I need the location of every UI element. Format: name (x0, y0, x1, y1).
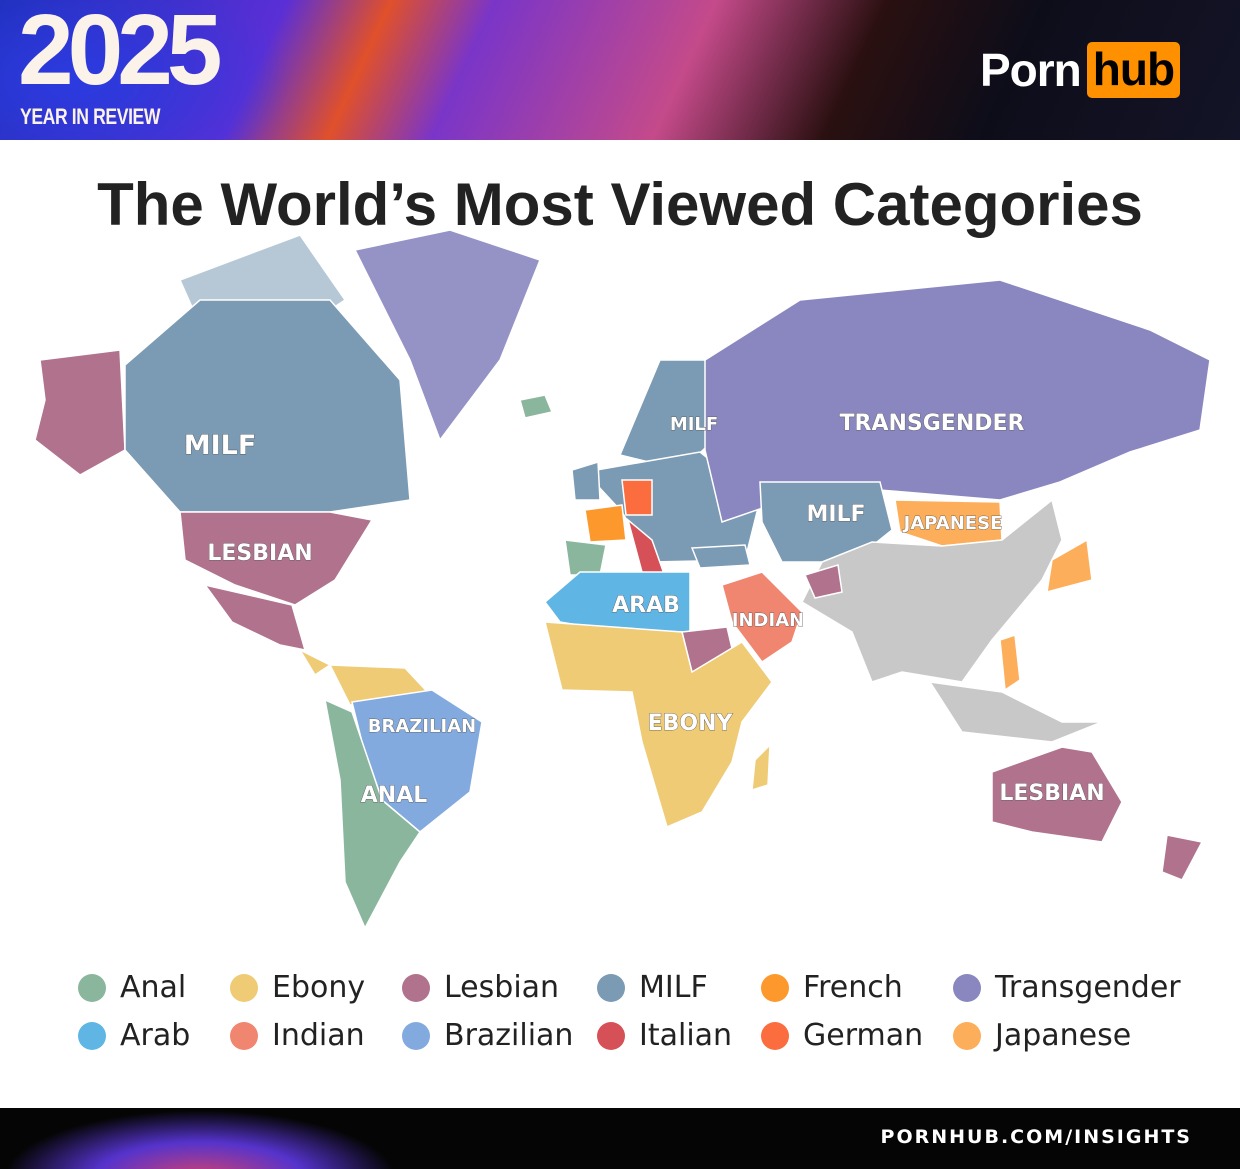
legend-item-arab: Arab (78, 1020, 230, 1052)
legend-item-transgender: Transgender (953, 972, 1183, 1004)
region-canada (124, 299, 411, 513)
legend: Anal Ebony Lesbian MILF French Transgender Ara… (78, 972, 1183, 1052)
legend-label: Brazilian (444, 1018, 574, 1053)
legend-item-ebony: Ebony (230, 972, 402, 1004)
legend-label: MILF (639, 970, 708, 1005)
logo-text: Porn (980, 44, 1082, 96)
legend-item-lesbian: Lesbian (402, 972, 597, 1004)
map-label-milf: MILF (184, 430, 257, 461)
legend-swatch (402, 1022, 430, 1050)
legend-label: Ebony (272, 970, 366, 1005)
legend-item-brazilian: Brazilian (402, 1020, 597, 1052)
map-label-transgender: TRANSGENDER (840, 411, 1025, 436)
map-label-anal: ANAL (361, 783, 427, 808)
region-greenland (353, 229, 541, 442)
legend-swatch (761, 1022, 789, 1050)
legend-swatch (78, 1022, 106, 1050)
insights-url: PORNHUB.COM/INSIGHTS (880, 1126, 1192, 1148)
legend-swatch (953, 974, 981, 1002)
map-label-indian: INDIAN (732, 610, 804, 631)
legend-swatch (761, 974, 789, 1002)
region-australia (991, 746, 1123, 843)
legend-item-french: French (761, 972, 953, 1004)
map-label-milf: MILF (806, 502, 865, 527)
region-africa (544, 621, 773, 829)
legend-label: Transgender (995, 970, 1181, 1005)
legend-swatch (597, 1022, 625, 1050)
region-china-south-asia (801, 498, 1063, 683)
footer-banner: PORNHUB.COM/INSIGHTS (0, 1108, 1240, 1169)
region-madagascar (751, 743, 771, 792)
legend-swatch (78, 974, 106, 1002)
region-turkey (690, 544, 751, 569)
legend-item-milf: MILF (597, 972, 761, 1004)
map-label-ebony: EBONY (648, 711, 734, 736)
legend-label: Arab (120, 1018, 191, 1053)
region-france (584, 504, 627, 543)
legend-label: Anal (120, 970, 187, 1005)
map-label-brazilian: BRAZILIAN (368, 716, 476, 737)
region-afghanistan (803, 564, 843, 599)
legend-item-indian: Indian (230, 1020, 402, 1052)
region-usa (179, 511, 374, 606)
legend-swatch (230, 974, 258, 1002)
region-andes (323, 698, 421, 930)
brand-logo: Porn hub (980, 42, 1181, 98)
region-germany (621, 479, 653, 516)
page-title: The World’s Most Viewed Categories (97, 171, 1143, 238)
legend-item-italian: Italian (597, 1020, 761, 1052)
region-philippines (999, 633, 1021, 692)
legend-swatch (402, 974, 430, 1002)
legend-swatch (953, 1022, 981, 1050)
legend-label: German (803, 1018, 924, 1053)
region-new-zealand (1161, 834, 1204, 881)
region-se-asia-islands (928, 681, 1103, 743)
legend-label: Lesbian (444, 970, 560, 1005)
logo-badge: hub (1086, 42, 1181, 98)
region-alaska (34, 349, 126, 476)
year-heading: 2025 (18, 0, 222, 106)
year-in-review-label: YEAR IN REVIEW (20, 104, 161, 129)
region-spain (564, 539, 607, 576)
legend-item-anal: Anal (78, 972, 230, 1004)
legend-label: Japanese (995, 1018, 1132, 1053)
region-iceland (519, 394, 554, 419)
region-russia (704, 279, 1211, 523)
legend-label: French (803, 970, 903, 1005)
map-label-lesbian: LESBIAN (207, 541, 312, 566)
region-mexico (203, 583, 307, 651)
region-japan (1046, 538, 1093, 594)
map-label-japanese: JAPANESE (902, 513, 1003, 534)
legend-swatch (597, 974, 625, 1002)
map-label-arab: ARAB (612, 593, 680, 618)
header-banner: 2025 YEAR IN REVIEW Porn hub (0, 0, 1240, 140)
legend-swatch (230, 1022, 258, 1050)
map-label-milf: MILF (670, 414, 718, 435)
legend-item-japanese: Japanese (953, 1020, 1183, 1052)
region-uk (571, 461, 601, 501)
map-label-lesbian: LESBIAN (999, 781, 1104, 806)
legend-item-german: German (761, 1020, 953, 1052)
legend-label: Indian (272, 1018, 365, 1053)
legend-label: Italian (639, 1018, 733, 1053)
region-arabia (721, 571, 803, 664)
region-central-america (298, 648, 332, 677)
